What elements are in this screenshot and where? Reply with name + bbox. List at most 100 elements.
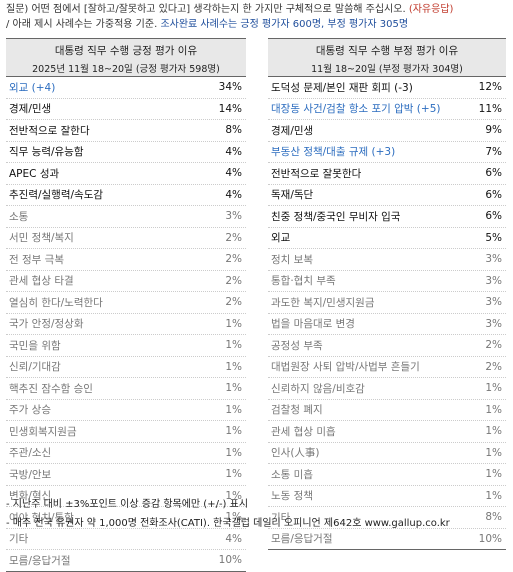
positive-table-title: 대통령 직무 수행 긍정 평가 이유 <box>54 45 198 57</box>
table-row: APEC 성과 4% <box>6 163 246 185</box>
table-row: 경제/민생 14% <box>6 99 246 120</box>
reason-label: 소통 미흡 <box>271 468 313 481</box>
reason-label: 전반적으로 잘못한다 <box>271 167 362 180</box>
reason-label: 독재/독단 <box>271 189 314 202</box>
reason-percent: 4% <box>225 188 242 201</box>
reason-label: 기타 <box>271 511 291 524</box>
table-row: 정치 보복 3% <box>268 249 506 271</box>
positive-table-subtitle: 2025년 11월 18~20일 (긍정 평가자 598명) <box>32 64 220 75</box>
reason-label: 노동 정책 <box>271 490 313 503</box>
table-row: 열심히 한다/노력한다 2% <box>6 292 246 314</box>
table-row: 기타 8% <box>268 507 506 529</box>
table-row: 공정성 부족 2% <box>268 335 506 357</box>
table-row: 노동 정책 1% <box>268 486 506 507</box>
table-row: 소통 3% <box>6 206 246 228</box>
table-row: 여야 협치/통합 1% <box>6 507 246 529</box>
reason-percent: 1% <box>225 382 242 395</box>
table-row: 부동산 정책/대출 규제 (+3) 7% <box>268 142 506 163</box>
reason-label: 통합·협치 부족 <box>271 275 336 288</box>
table-row: 인사(人事) 1% <box>268 443 506 464</box>
table-row: 검찰청 폐지 1% <box>268 400 506 421</box>
reason-label: 도덕성 문제/본인 재판 회피 (-3) <box>271 81 413 94</box>
reason-percent: 6% <box>485 188 502 201</box>
table-row: 소통 미흡 1% <box>268 464 506 486</box>
reason-label: 경제/민생 <box>271 124 314 137</box>
reason-percent: 7% <box>485 145 502 158</box>
table-row: 변화/혁신 1% <box>6 486 246 507</box>
table-row: 추진력/실행력/속도감 4% <box>6 185 246 206</box>
reason-label: 주관/소신 <box>9 447 52 460</box>
reason-label: 국방/안보 <box>9 468 52 481</box>
reason-label: 핵추진 잠수함 승인 <box>9 382 93 395</box>
reason-percent: 8% <box>225 124 242 137</box>
table-row: 국가 안정/정상화 1% <box>6 314 246 335</box>
table-row: 직무 능력/유능함 4% <box>6 142 246 163</box>
reason-percent: 2% <box>225 274 242 287</box>
table-row: 외교 5% <box>268 228 506 249</box>
reason-label: 열심히 한다/노력한다 <box>9 296 103 309</box>
reason-label: 공정성 부족 <box>271 339 323 352</box>
negative-table-subtitle: 11월 18~20일 (부정 평가자 304명) <box>311 64 463 75</box>
table-row: 핵추진 잠수함 승인 1% <box>6 378 246 400</box>
reason-percent: 1% <box>485 468 502 481</box>
positive-reasons-table: 대통령 직무 수행 긍정 평가 이유 2025년 11월 18~20일 (긍정 … <box>6 38 246 572</box>
reason-percent: 1% <box>225 511 242 524</box>
table-row: 전반적으로 잘못한다 6% <box>268 163 506 185</box>
negative-table-title: 대통령 직무 수행 부정 평가 이유 <box>315 45 459 57</box>
reason-percent: 1% <box>225 425 242 438</box>
table-row: 기타 4% <box>6 529 246 550</box>
reason-percent: 10% <box>218 554 242 567</box>
reason-label: 정치 보복 <box>271 253 313 266</box>
reason-label: 친중 정책/중국인 무비자 입국 <box>271 210 401 223</box>
reason-percent: 9% <box>485 124 502 137</box>
reason-percent: 1% <box>225 468 242 481</box>
reason-label: 관세 협상 타결 <box>9 275 74 288</box>
reason-label: 국민을 위함 <box>9 339 61 352</box>
reason-percent: 11% <box>478 102 502 115</box>
reason-label: 소통 <box>9 210 29 223</box>
reason-label: 신뢰/기대감 <box>9 361 61 374</box>
table-row: 모름/응답거절 10% <box>268 529 506 550</box>
reason-label: APEC 성과 <box>9 167 60 180</box>
reason-percent: 1% <box>225 317 242 330</box>
footnote-change: - 지난주 대비 ±3%포인트 이상 증감 항목에만 (+/-) 표시 <box>6 499 249 510</box>
reason-percent: 1% <box>225 446 242 459</box>
reason-label: 대장동 사건/검찰 항소 포기 압박 (+5) <box>271 103 441 116</box>
reason-label: 추진력/실행력/속도감 <box>9 189 104 202</box>
reason-percent: 2% <box>225 231 242 244</box>
reason-percent: 34% <box>218 81 242 94</box>
sample-note: / 아래 제시 사례수는 가중적용 기준. <box>6 19 158 30</box>
reason-percent: 6% <box>485 167 502 180</box>
reason-percent: 3% <box>485 253 502 266</box>
reason-percent: 1% <box>485 446 502 459</box>
reason-percent: 4% <box>225 145 242 158</box>
table-row: 대법원장 사퇴 압박/사법부 흔들기 2% <box>268 357 506 378</box>
reason-percent: 10% <box>478 532 502 545</box>
reason-percent: 4% <box>225 532 242 545</box>
table-row: 서민 정책/복지 2% <box>6 228 246 249</box>
positive-table-header: 대통령 직무 수행 긍정 평가 이유 2025년 11월 18~20일 (긍정 … <box>6 38 246 77</box>
table-row: 대장동 사건/검찰 항소 포기 압박 (+5) 11% <box>268 99 506 120</box>
table-row: 외교 (+4) 34% <box>6 77 246 99</box>
table-row: 독재/독단 6% <box>268 185 506 206</box>
reason-percent: 3% <box>485 317 502 330</box>
reason-percent: 1% <box>225 360 242 373</box>
table-row: 신뢰/기대감 1% <box>6 357 246 378</box>
reason-label: 검찰청 폐지 <box>271 404 323 417</box>
reason-percent: 6% <box>485 210 502 223</box>
table-row: 주가 상승 1% <box>6 400 246 421</box>
reason-label: 관세 협상 미흡 <box>271 425 336 438</box>
reason-percent: 12% <box>478 81 502 94</box>
table-row: 국민을 위함 1% <box>6 335 246 357</box>
reason-percent: 3% <box>485 296 502 309</box>
reason-percent: 1% <box>485 425 502 438</box>
reason-percent: 8% <box>485 511 502 524</box>
question-header: 질문) 어떤 점에서 [잘하고/잘못하고 있다고] 생각하는지 한 가지만 구체… <box>6 2 511 32</box>
reason-label: 경제/민생 <box>9 103 52 116</box>
reason-label: 모름/응답거절 <box>9 554 71 567</box>
reason-percent: 2% <box>225 296 242 309</box>
table-row: 신뢰하지 않음/비호감 1% <box>268 378 506 400</box>
reason-percent: 1% <box>225 339 242 352</box>
reason-percent: 3% <box>225 210 242 223</box>
reason-percent: 14% <box>218 102 242 115</box>
